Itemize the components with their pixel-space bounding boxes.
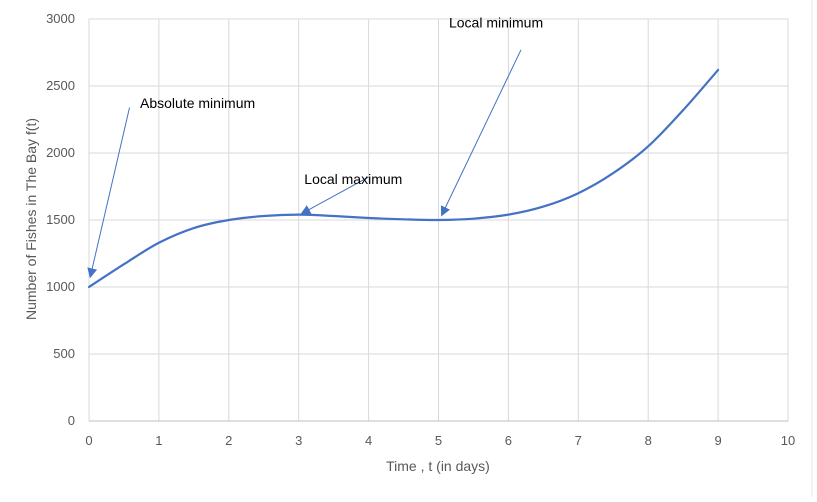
x-tick-label: 8 (645, 433, 652, 448)
annotation-label: Local minimum (449, 15, 543, 31)
y-axis-title: Number of Fishes in The Bay f(t) (23, 118, 39, 320)
gridlines (88, 18, 789, 421)
x-tick-label: 0 (85, 433, 92, 448)
x-axis-title: Time , t (in days) (386, 458, 490, 474)
series-line (87, 68, 720, 289)
x-tick-label: 7 (575, 433, 582, 448)
y-tick-label: 3000 (46, 11, 75, 26)
x-tick-label: 3 (295, 433, 302, 448)
y-tick-label: 1500 (46, 212, 75, 227)
x-tick-label: 5 (435, 433, 442, 448)
series (87, 68, 720, 289)
annotation-label: Absolute minimum (140, 95, 255, 111)
x-tick-label: 9 (714, 433, 721, 448)
x-tick-label: 10 (781, 433, 795, 448)
x-tick-label: 6 (505, 433, 512, 448)
x-tick-label: 2 (225, 433, 232, 448)
y-tick-label: 500 (53, 346, 75, 361)
x-tick-label: 1 (155, 433, 162, 448)
y-tick-label: 2000 (46, 145, 75, 160)
y-tick-label: 0 (68, 413, 75, 428)
annotation-arrow (87, 107, 131, 279)
annotation-arrow (300, 176, 369, 215)
x-tick-label: 4 (365, 433, 372, 448)
y-tick-label: 2500 (46, 78, 75, 93)
annotation-label: Local maximum (304, 171, 402, 187)
annotations: Absolute minimum Local maximum Local minim… (87, 15, 543, 279)
axes: 0 500 1000 1500 2000 2500 3000 0 1 2 3 4 5 6 7 8 9 10 (46, 11, 795, 448)
annotation-arrow (440, 49, 522, 217)
y-tick-label: 1000 (46, 279, 75, 294)
